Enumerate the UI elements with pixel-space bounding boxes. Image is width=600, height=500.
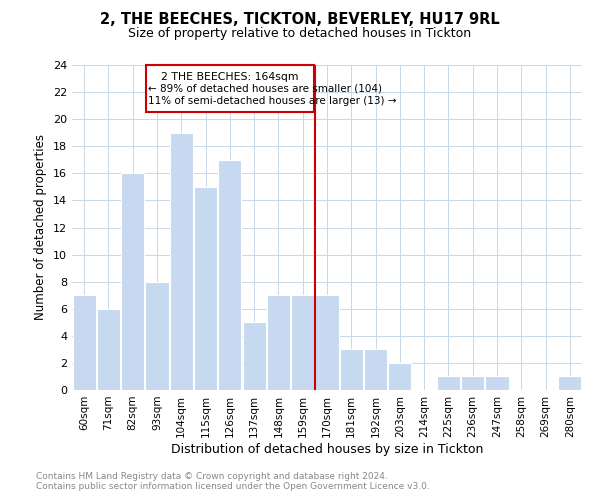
- Bar: [559, 376, 581, 390]
- Bar: [364, 350, 387, 390]
- Bar: [170, 132, 193, 390]
- Bar: [97, 308, 120, 390]
- Text: 2, THE BEECHES, TICKTON, BEVERLEY, HU17 9RL: 2, THE BEECHES, TICKTON, BEVERLEY, HU17 …: [100, 12, 500, 28]
- Bar: [461, 376, 484, 390]
- Bar: [121, 174, 144, 390]
- X-axis label: Distribution of detached houses by size in Tickton: Distribution of detached houses by size …: [171, 442, 483, 456]
- Bar: [73, 295, 95, 390]
- Text: 2 THE BEECHES: 164sqm: 2 THE BEECHES: 164sqm: [161, 72, 299, 82]
- Text: Contains HM Land Registry data © Crown copyright and database right 2024.: Contains HM Land Registry data © Crown c…: [36, 472, 388, 481]
- Bar: [485, 376, 509, 390]
- Bar: [340, 350, 363, 390]
- FancyBboxPatch shape: [146, 65, 314, 112]
- Bar: [145, 282, 169, 390]
- Bar: [194, 187, 217, 390]
- Bar: [437, 376, 460, 390]
- Bar: [242, 322, 266, 390]
- Text: ← 89% of detached houses are smaller (104): ← 89% of detached houses are smaller (10…: [149, 84, 383, 94]
- Bar: [316, 295, 338, 390]
- Y-axis label: Number of detached properties: Number of detached properties: [34, 134, 47, 320]
- Bar: [218, 160, 241, 390]
- Bar: [267, 295, 290, 390]
- Bar: [291, 295, 314, 390]
- Text: 11% of semi-detached houses are larger (13) →: 11% of semi-detached houses are larger (…: [149, 96, 397, 106]
- Text: Contains public sector information licensed under the Open Government Licence v3: Contains public sector information licen…: [36, 482, 430, 491]
- Bar: [388, 363, 412, 390]
- Text: Size of property relative to detached houses in Tickton: Size of property relative to detached ho…: [128, 28, 472, 40]
